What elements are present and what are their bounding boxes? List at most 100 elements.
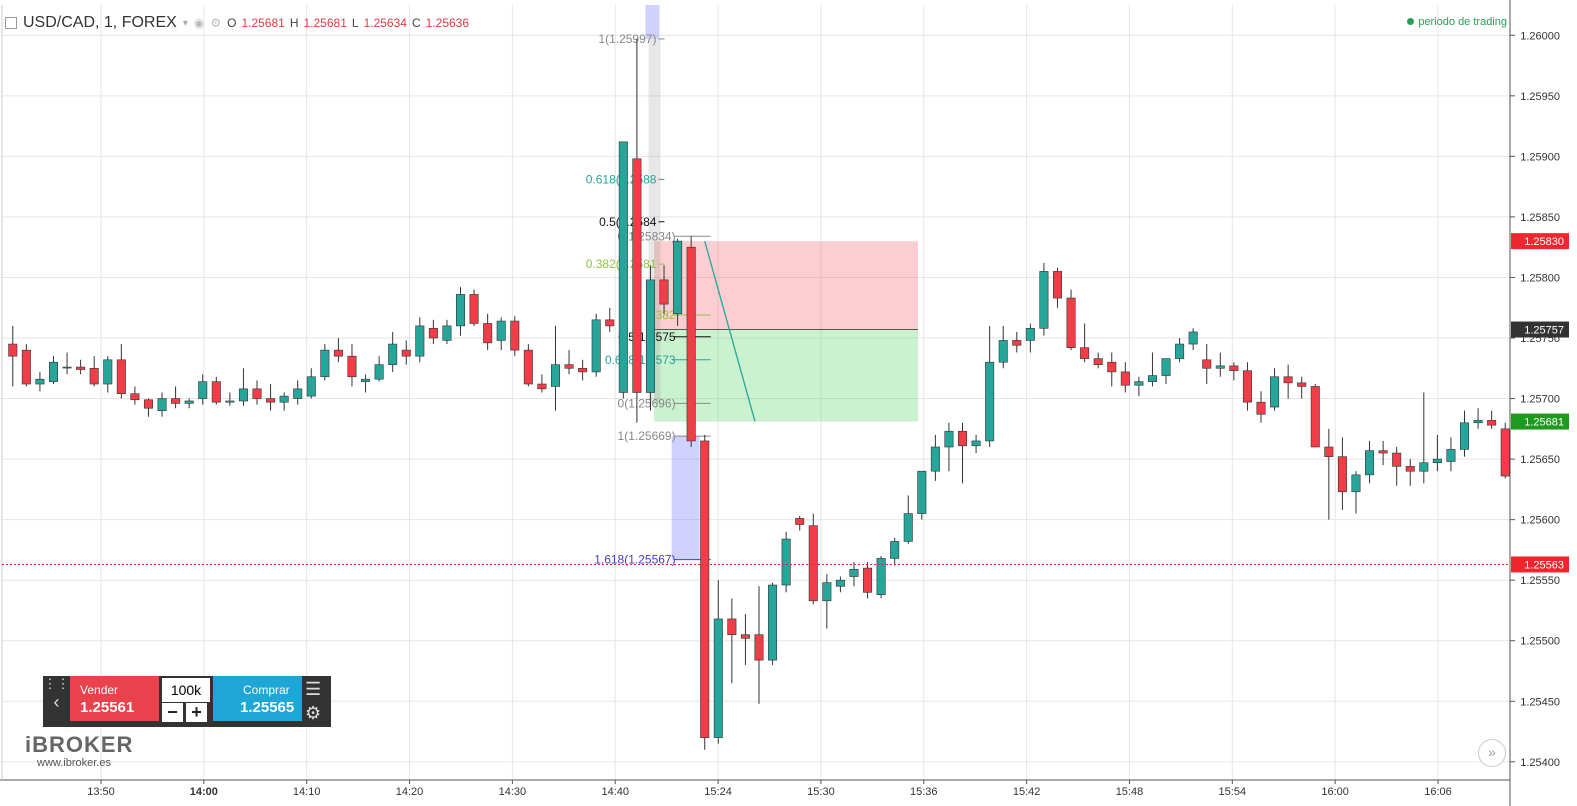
candle-body bbox=[1473, 420, 1483, 424]
candle-body bbox=[822, 582, 832, 602]
candle-body bbox=[1446, 449, 1456, 462]
candle-body bbox=[550, 364, 560, 387]
price-badge bbox=[1511, 413, 1569, 430]
candle-body bbox=[985, 361, 995, 442]
candle-body bbox=[1500, 428, 1510, 477]
candle-body bbox=[1161, 358, 1171, 376]
candle-body bbox=[632, 158, 642, 393]
candle-body bbox=[266, 398, 276, 403]
candle-body bbox=[510, 320, 520, 351]
candle-body bbox=[727, 618, 737, 635]
candle-body bbox=[754, 634, 764, 661]
y-tick-label: 1.25600 bbox=[1520, 515, 1560, 527]
candle-body bbox=[781, 538, 791, 586]
candle-body bbox=[808, 525, 818, 602]
collapse-icon[interactable] bbox=[5, 17, 17, 29]
x-tick-label: 14:20 bbox=[396, 786, 424, 798]
x-tick-label: 14:10 bbox=[293, 786, 321, 798]
candle-body bbox=[21, 349, 31, 385]
candle-body bbox=[1134, 381, 1144, 386]
candle-body bbox=[198, 381, 208, 399]
increase-qty-button[interactable]: + bbox=[186, 703, 207, 722]
candle-body bbox=[361, 378, 371, 382]
scroll-to-realtime-button[interactable]: » bbox=[1478, 739, 1506, 767]
candle-body bbox=[238, 388, 248, 402]
candle-body bbox=[1365, 450, 1375, 476]
fib-level-label: 1.618(1.25567) bbox=[594, 553, 675, 567]
y-tick-label: 1.25650 bbox=[1520, 454, 1560, 466]
candle-body bbox=[700, 440, 710, 738]
candle-body bbox=[1310, 386, 1320, 448]
candle-body bbox=[998, 340, 1008, 363]
candle-body bbox=[1432, 458, 1442, 464]
candle-body bbox=[483, 323, 493, 344]
y-tick-label: 1.25800 bbox=[1520, 272, 1560, 284]
candle-body bbox=[171, 398, 181, 404]
candle-body bbox=[1460, 422, 1470, 450]
price-badge-label: 1.25681 bbox=[1524, 417, 1564, 429]
candle-body bbox=[768, 584, 778, 661]
decrease-qty-button[interactable]: − bbox=[162, 703, 183, 722]
buy-label: Comprar bbox=[243, 683, 290, 697]
candle-body bbox=[320, 349, 330, 378]
candle-body bbox=[537, 383, 547, 390]
candle-body bbox=[442, 325, 452, 341]
buy-button[interactable]: Comprar 1.25565 bbox=[213, 676, 302, 721]
x-tick-label: 14:40 bbox=[601, 786, 629, 798]
brand-url: www.ibroker.es bbox=[37, 757, 111, 769]
candle-body bbox=[1107, 361, 1117, 373]
candle-body bbox=[876, 558, 886, 596]
symbol-title[interactable]: USD/CAD, 1, FOREX bbox=[23, 14, 177, 31]
gear-icon[interactable]: ⚙ bbox=[305, 703, 322, 723]
quantity-input[interactable]: 100k bbox=[162, 678, 210, 702]
position-path-line bbox=[704, 240, 756, 422]
ohlc-values: O 1.25681 H 1.25681 L 1.25634 C 1.25636 bbox=[227, 16, 470, 30]
candle-body bbox=[1012, 340, 1022, 346]
candle-body bbox=[863, 567, 873, 593]
candle-body bbox=[8, 343, 18, 357]
candle-body bbox=[686, 246, 696, 442]
symbol-dropdown-icon[interactable]: ▾ bbox=[182, 17, 188, 29]
candle-body bbox=[1256, 401, 1266, 415]
brand-logo: iBROKER bbox=[25, 732, 134, 757]
candle-body bbox=[293, 388, 303, 399]
buy-price: 1.25565 bbox=[240, 699, 295, 716]
candle-body bbox=[930, 446, 940, 472]
fib-level-label: 0(1.25696) bbox=[618, 396, 676, 410]
sell-price: 1.25561 bbox=[80, 699, 135, 716]
candle-body bbox=[1270, 376, 1280, 408]
drag-handle-icon[interactable]: ⋮⋮ ‹ bbox=[43, 676, 70, 712]
candle-body bbox=[1147, 375, 1157, 382]
visibility-icon[interactable]: ◉ bbox=[193, 16, 205, 30]
candle-body bbox=[428, 328, 438, 339]
price-badge-label: 1.25757 bbox=[1524, 325, 1564, 337]
candle-body bbox=[1378, 450, 1388, 454]
candle-body bbox=[1405, 466, 1415, 472]
candle-body bbox=[48, 361, 58, 382]
candle-body bbox=[523, 349, 533, 385]
candle-body bbox=[1419, 462, 1429, 472]
candle-body bbox=[659, 279, 669, 305]
menu-icon[interactable]: ☰ bbox=[305, 679, 322, 699]
candle-body bbox=[157, 398, 167, 411]
fib-band-top bbox=[645, 5, 660, 39]
candle-body bbox=[849, 568, 859, 577]
candle-body bbox=[374, 364, 384, 380]
candle-body bbox=[347, 355, 357, 378]
chart-header: USD/CAD, 1, FOREX ▾ ◉ ⚙ O 1.25681 H 1.2568… bbox=[5, 12, 469, 34]
price-badge bbox=[1511, 556, 1569, 573]
collapse-left-icon[interactable]: ‹ bbox=[53, 692, 60, 712]
fib-level-label: 1(1.25997) bbox=[598, 32, 656, 46]
y-tick-label: 1.25450 bbox=[1520, 696, 1560, 708]
candle-body bbox=[456, 294, 466, 327]
candle-body bbox=[713, 618, 723, 738]
candle-body bbox=[1351, 474, 1361, 493]
sell-button[interactable]: Vender 1.25561 bbox=[70, 676, 159, 721]
candle-body bbox=[1120, 371, 1130, 386]
y-tick-label: 1.25400 bbox=[1520, 757, 1560, 769]
candle-body bbox=[1324, 446, 1334, 457]
y-tick-label: 1.25850 bbox=[1520, 212, 1560, 224]
settings-icon[interactable]: ⚙ bbox=[210, 16, 222, 30]
candle-body bbox=[1175, 343, 1185, 359]
